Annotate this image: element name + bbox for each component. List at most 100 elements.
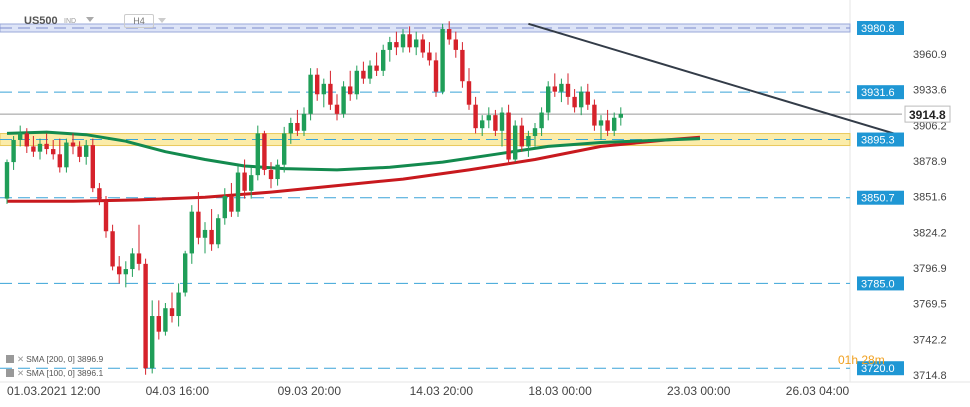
candle-body[interactable] (565, 83, 571, 97)
candle-body[interactable] (242, 172, 247, 191)
candle-body[interactable] (268, 169, 274, 180)
candle-body[interactable] (57, 154, 62, 168)
candle-body[interactable] (499, 112, 505, 131)
sma-legend-100[interactable]: ✕ SMA [100, 0] 3896.1 (6, 368, 103, 379)
candle-body[interactable] (400, 34, 406, 48)
candle-body[interactable] (374, 65, 379, 71)
candle-body[interactable] (612, 117, 617, 131)
candle-body[interactable] (440, 29, 445, 92)
timeframe-dropdown-icon[interactable] (158, 18, 166, 23)
candle-body[interactable] (77, 146, 82, 157)
candle-body[interactable] (328, 83, 333, 105)
candle-body[interactable] (18, 133, 23, 140)
candle-body[interactable] (136, 253, 142, 264)
candle-body[interactable] (282, 133, 287, 165)
candle-body[interactable] (189, 211, 194, 254)
candle-body[interactable] (103, 201, 109, 232)
level-price-tag[interactable] (857, 276, 904, 291)
sma-legend-200[interactable]: ✕ SMA [200, 0] 3896.9 (6, 354, 103, 365)
candle-body[interactable] (11, 139, 16, 163)
candle-body[interactable] (480, 120, 485, 129)
candle-body[interactable] (31, 146, 36, 152)
candle-body[interactable] (64, 142, 69, 168)
candle-body[interactable] (354, 70, 359, 95)
candle-body[interactable] (572, 96, 577, 108)
candle-body[interactable] (460, 49, 465, 82)
candle-body[interactable] (486, 115, 491, 121)
candle-body[interactable] (552, 86, 557, 92)
candle-body[interactable] (539, 112, 544, 129)
candle-body[interactable] (532, 128, 538, 137)
symbol-label[interactable]: US500 (24, 15, 58, 27)
candle-body[interactable] (513, 125, 518, 160)
candle-body[interactable] (163, 308, 168, 332)
candle-body[interactable] (123, 269, 128, 275)
level-price-tag[interactable] (857, 132, 904, 147)
candle-body[interactable] (361, 70, 366, 79)
candle-body[interactable] (598, 120, 604, 126)
indicator-label[interactable]: IND (64, 18, 77, 25)
candle-body[interactable] (407, 34, 412, 48)
candle-body[interactable] (24, 133, 29, 147)
candle-body[interactable] (169, 308, 175, 317)
trendline[interactable] (528, 22, 903, 137)
level-price-tag[interactable] (857, 361, 904, 376)
candle-body[interactable] (249, 175, 254, 191)
candle-body[interactable] (466, 81, 472, 105)
candle-body[interactable] (334, 104, 340, 114)
candle-body[interactable] (605, 120, 610, 131)
candle-body[interactable] (348, 86, 353, 95)
candle-body[interactable] (427, 52, 432, 61)
candle-body[interactable] (262, 133, 267, 170)
level-price-tag[interactable] (857, 21, 904, 35)
candle-body[interactable] (183, 253, 188, 293)
candle-body[interactable] (414, 39, 419, 48)
candle-body[interactable] (519, 125, 524, 147)
candle-body[interactable] (493, 115, 498, 131)
candle-body[interactable] (255, 133, 260, 176)
candle-body[interactable] (275, 164, 280, 180)
candle-body[interactable] (387, 42, 392, 50)
candle-body[interactable] (288, 122, 293, 134)
candle-body[interactable] (453, 39, 458, 50)
candle-body[interactable] (44, 143, 49, 150)
candle-body[interactable] (308, 74, 313, 114)
remove-icon[interactable]: ✕ (17, 368, 25, 378)
candle-body[interactable] (176, 292, 181, 317)
candle-body[interactable] (229, 196, 234, 212)
candle-body[interactable] (367, 65, 373, 79)
candle-body[interactable] (579, 91, 584, 108)
candle-body[interactable] (447, 29, 452, 40)
candle-body[interactable] (526, 136, 531, 147)
candle-body[interactable] (202, 229, 208, 238)
candle-body[interactable] (341, 86, 346, 114)
candle-body[interactable] (585, 91, 590, 105)
timeframe-selector[interactable]: H4 (124, 14, 154, 28)
indicator-dropdown-icon[interactable] (86, 17, 94, 22)
candle-body[interactable] (433, 60, 439, 92)
candle-body[interactable] (70, 142, 76, 147)
candle-body[interactable] (4, 162, 10, 199)
candle-body[interactable] (592, 104, 597, 126)
remove-icon[interactable]: ✕ (17, 354, 25, 364)
candle-body[interactable] (110, 231, 115, 267)
level-price-tag[interactable] (857, 85, 904, 100)
candle-body[interactable] (196, 211, 201, 238)
candle-body[interactable] (315, 74, 320, 95)
candle-body[interactable] (473, 104, 478, 129)
candle-body[interactable] (321, 83, 326, 95)
candle-body[interactable] (295, 122, 300, 131)
candle-body[interactable] (209, 229, 214, 245)
candle-body[interactable] (117, 266, 122, 275)
candle-body[interactable] (130, 253, 135, 270)
candle-body[interactable] (37, 143, 43, 152)
candle-body[interactable] (222, 196, 227, 219)
candle-body[interactable] (84, 145, 89, 157)
candle-body[interactable] (51, 149, 56, 155)
candle-body[interactable] (235, 172, 241, 212)
candle-body[interactable] (381, 49, 386, 71)
candle-body[interactable] (97, 188, 102, 202)
candle-body[interactable] (301, 113, 307, 131)
candle-body[interactable] (156, 316, 161, 332)
candle-body[interactable] (420, 39, 425, 53)
